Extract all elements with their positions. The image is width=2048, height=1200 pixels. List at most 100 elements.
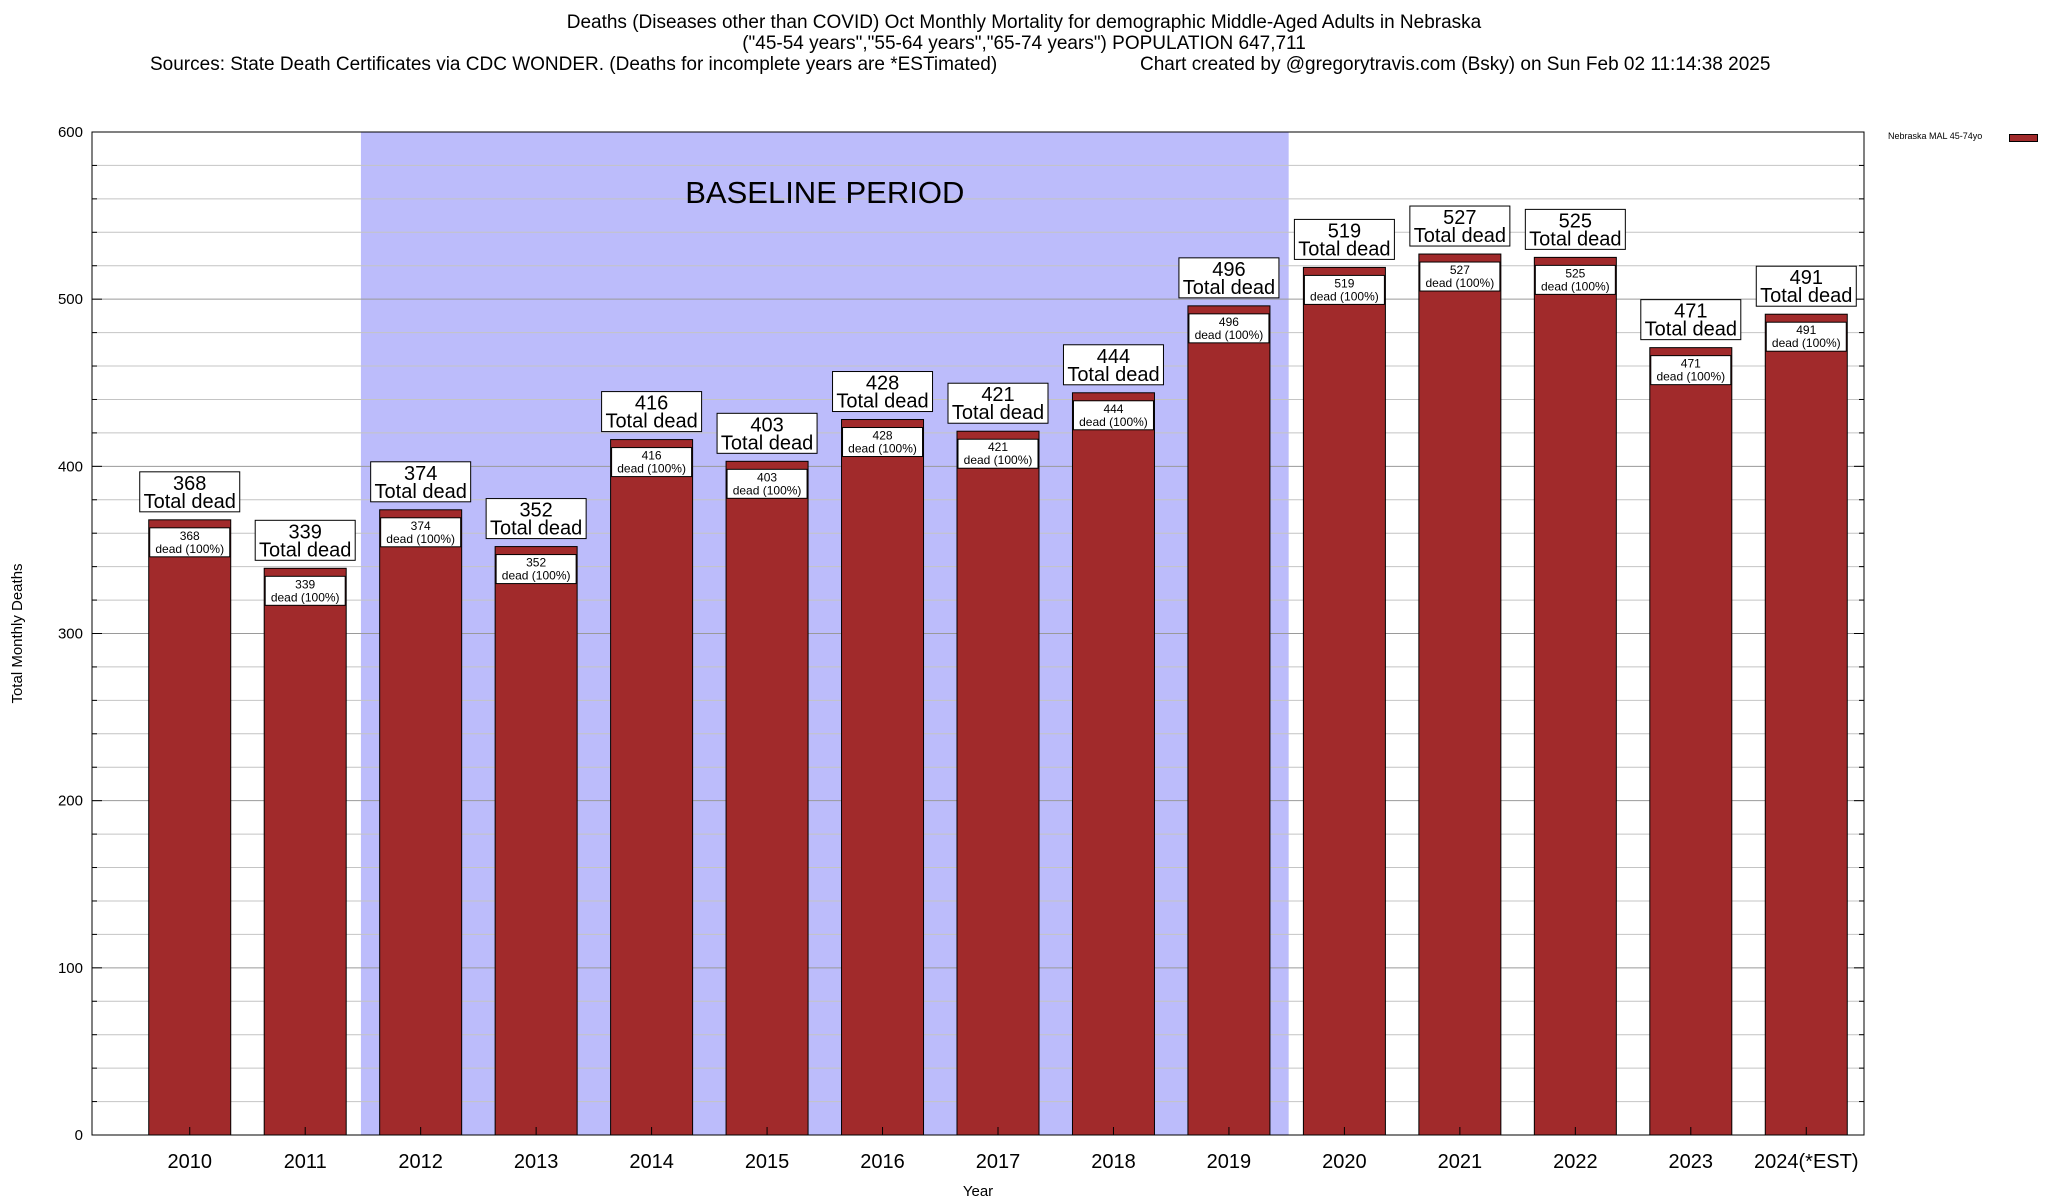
bar-inner-label-box xyxy=(611,447,693,478)
bar-total-label-box xyxy=(485,498,587,540)
bar-inner-label-box xyxy=(380,517,462,548)
y-tick-label: 200 xyxy=(58,793,83,810)
bar-inner-value: 403 xyxy=(757,470,777,484)
bar-total-value: 525 xyxy=(1559,210,1592,232)
x-tick-label: 2016 xyxy=(860,1151,905,1173)
bar-inner-label: dead (100%) xyxy=(1310,289,1379,303)
bar xyxy=(1302,266,1386,1136)
bar-total-value: 421 xyxy=(981,384,1014,406)
bar-inner-value: 444 xyxy=(1103,402,1123,416)
y-tick-label: 300 xyxy=(58,626,83,643)
x-tick-label: 2014 xyxy=(629,1151,674,1173)
y-tick-label: 500 xyxy=(58,291,83,308)
bar-inner-value: 491 xyxy=(1796,323,1816,337)
x-tick-label: 2020 xyxy=(1322,1151,1367,1173)
x-tick-label: 2021 xyxy=(1438,1151,1483,1173)
bar-total-label: Total dead xyxy=(375,481,467,503)
bar-total-label: Total dead xyxy=(1183,277,1275,299)
bar xyxy=(263,567,347,1136)
bar-total-label-box xyxy=(254,519,356,561)
bar-total-value: 339 xyxy=(289,521,322,543)
bar-total-label-box xyxy=(139,471,241,513)
bar-inner-value: 352 xyxy=(526,556,546,570)
x-tick-label: 2017 xyxy=(976,1151,1021,1173)
bar xyxy=(1649,347,1733,1136)
bar-inner-label: dead (100%) xyxy=(1195,328,1264,342)
bar-inner-label: dead (100%) xyxy=(1426,276,1495,290)
y-tick-label: 0 xyxy=(75,1127,83,1144)
bar-inner-value: 374 xyxy=(411,519,431,533)
bar-total-label-box xyxy=(1178,257,1280,299)
bar-inner-label: dead (100%) xyxy=(848,442,917,456)
bar-inner-label-box xyxy=(726,468,808,499)
bar-total-label-box xyxy=(947,382,1049,424)
bar-inner-label-box xyxy=(957,438,1039,469)
x-tick-label: 2013 xyxy=(514,1151,559,1173)
x-tick-label: 2019 xyxy=(1207,1151,1252,1173)
bar-total-value: 444 xyxy=(1097,346,1130,368)
y-tick-label: 100 xyxy=(58,960,83,977)
bar-inner-value: 421 xyxy=(988,440,1008,454)
bar-total-label: Total dead xyxy=(1298,238,1390,260)
chart-title: Deaths (Diseases other than COVID) Oct M… xyxy=(0,12,2048,54)
x-tick-label: 2018 xyxy=(1091,1151,1136,1173)
bar-total-label-box xyxy=(1755,265,1857,307)
bar-total-value: 527 xyxy=(1443,207,1476,229)
bar-inner-label: dead (100%) xyxy=(733,483,802,497)
bar-inner-value: 525 xyxy=(1565,266,1585,280)
bar xyxy=(379,509,463,1136)
title-line-3: Sources: State Death Certificates via CD… xyxy=(150,54,998,75)
bar-total-value: 352 xyxy=(519,500,552,522)
bar-total-label-box xyxy=(1062,344,1164,386)
bar xyxy=(610,439,694,1136)
bar-inner-value: 416 xyxy=(642,449,662,463)
bar-inner-label: dead (100%) xyxy=(964,453,1033,467)
bar-total-label-box xyxy=(1524,208,1626,250)
bar-inner-value: 368 xyxy=(180,529,200,543)
bar-inner-label-box xyxy=(1650,355,1732,386)
bar-inner-label-box xyxy=(149,527,231,558)
x-tick-label: 2023 xyxy=(1669,1151,1714,1173)
bar-total-value: 416 xyxy=(635,393,668,415)
bar-total-label-box xyxy=(1293,218,1395,260)
x-tick-label: 2010 xyxy=(167,1151,212,1173)
bar-inner-value: 471 xyxy=(1681,357,1701,371)
bar-inner-label-box xyxy=(1419,261,1501,292)
bar xyxy=(725,460,809,1136)
bar-inner-label-box xyxy=(1303,274,1385,305)
y-tick-label: 400 xyxy=(58,458,83,475)
bar xyxy=(1533,256,1617,1136)
bar-total-label-box xyxy=(832,371,934,413)
y-axis-label: Total Monthly Deaths xyxy=(9,563,26,703)
bar-inner-label: dead (100%) xyxy=(1541,279,1610,293)
bar-inner-value: 428 xyxy=(873,429,893,443)
baseline-label: BASELINE PERIOD xyxy=(685,175,964,210)
bar xyxy=(956,430,1040,1136)
bar-inner-value: 527 xyxy=(1450,263,1470,277)
bar-total-label: Total dead xyxy=(836,391,928,413)
bar-total-value: 428 xyxy=(866,373,899,395)
x-tick-label: 2011 xyxy=(284,1151,327,1173)
bar-inner-label: dead (100%) xyxy=(155,542,224,556)
bar-inner-label-box xyxy=(1765,321,1847,352)
bar-total-label: Total dead xyxy=(259,539,351,561)
bar-total-label-box xyxy=(1409,205,1511,247)
bar-inner-value: 339 xyxy=(295,577,315,591)
bar-total-value: 471 xyxy=(1674,301,1707,323)
bar-total-value: 368 xyxy=(173,473,206,495)
bar-total-value: 403 xyxy=(750,414,783,436)
bar-total-label: Total dead xyxy=(1067,364,1159,386)
legend-swatch xyxy=(2009,134,2038,142)
bar-total-value: 519 xyxy=(1328,220,1361,242)
bar-total-value: 374 xyxy=(404,463,437,485)
bar xyxy=(1764,313,1848,1136)
bar-inner-label: dead (100%) xyxy=(1079,415,1148,429)
bar-total-value: 496 xyxy=(1212,259,1245,281)
bar-total-label: Total dead xyxy=(1645,319,1737,341)
bar-total-label: Total dead xyxy=(1529,228,1621,250)
bar-inner-label-box xyxy=(495,554,577,585)
bar xyxy=(494,546,578,1136)
bar xyxy=(841,419,925,1136)
bar-inner-label: dead (100%) xyxy=(617,462,686,476)
title-line-2: ("45-54 years","55-64 years","65-74 year… xyxy=(742,33,1306,54)
